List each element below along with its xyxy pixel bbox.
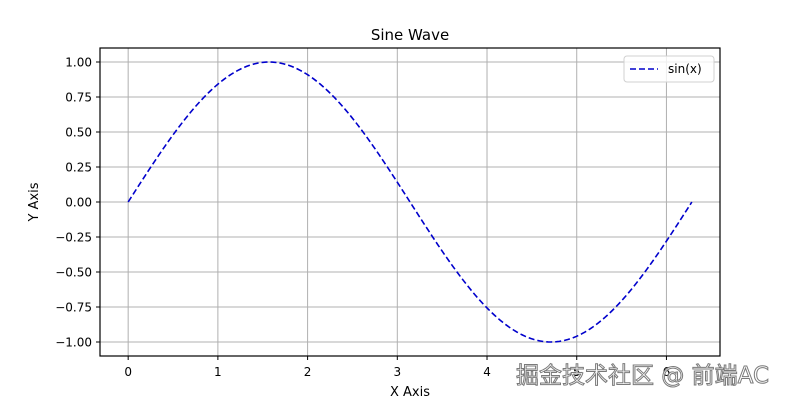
y-tick-label: 0.00 [65,196,92,210]
x-tick-label: 0 [124,365,132,379]
x-tick-label: 6 [663,365,671,379]
y-tick-label: 1.00 [65,56,92,70]
y-axis-ticks: 1.00 0.75 0.50 0.25 0.00 −0.25 −0.50 −0.75 −1.00 [55,56,100,350]
y-tick-label: 0.50 [65,126,92,140]
legend-box [623,55,715,83]
x-axis-label: X Axis [390,385,430,400]
x-tick-label: 2 [304,365,312,379]
chart-title: Sine Wave [371,26,449,44]
sine-series-line [127,61,693,343]
x-tick-label: 5 [573,365,581,379]
y-tick-label: −0.50 [55,266,92,280]
y-tick-label: −0.25 [55,231,92,245]
grid-lines [100,48,720,356]
y-axis-label: Y Axis [27,182,42,222]
x-tick-label: 1 [214,365,222,379]
y-tick-label: 0.75 [65,91,92,105]
y-tick-label: 0.25 [65,161,92,175]
series-line [127,61,693,343]
y-tick-label: −0.75 [55,301,92,315]
legend-label-sin: sin(x) [668,62,702,76]
y-tick-label: −1.00 [55,336,92,350]
x-tick-label: 4 [483,365,491,379]
x-tick-label: 3 [393,365,401,379]
x-axis-ticks: 0 1 2 3 4 5 6 [124,356,670,379]
watermark: 掘金技术社区 @ 前端AC [515,363,770,390]
legend: sin(x) [623,55,715,83]
